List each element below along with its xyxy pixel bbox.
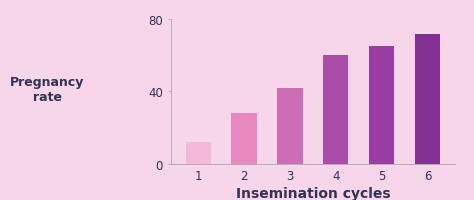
Bar: [231, 114, 256, 164]
Bar: [369, 47, 394, 164]
Bar: [323, 56, 348, 164]
Bar: [277, 88, 302, 164]
Bar: [415, 34, 440, 164]
Bar: [185, 142, 211, 164]
X-axis label: Insemination cycles: Insemination cycles: [236, 186, 390, 200]
Text: Pregnancy
rate: Pregnancy rate: [10, 76, 84, 104]
